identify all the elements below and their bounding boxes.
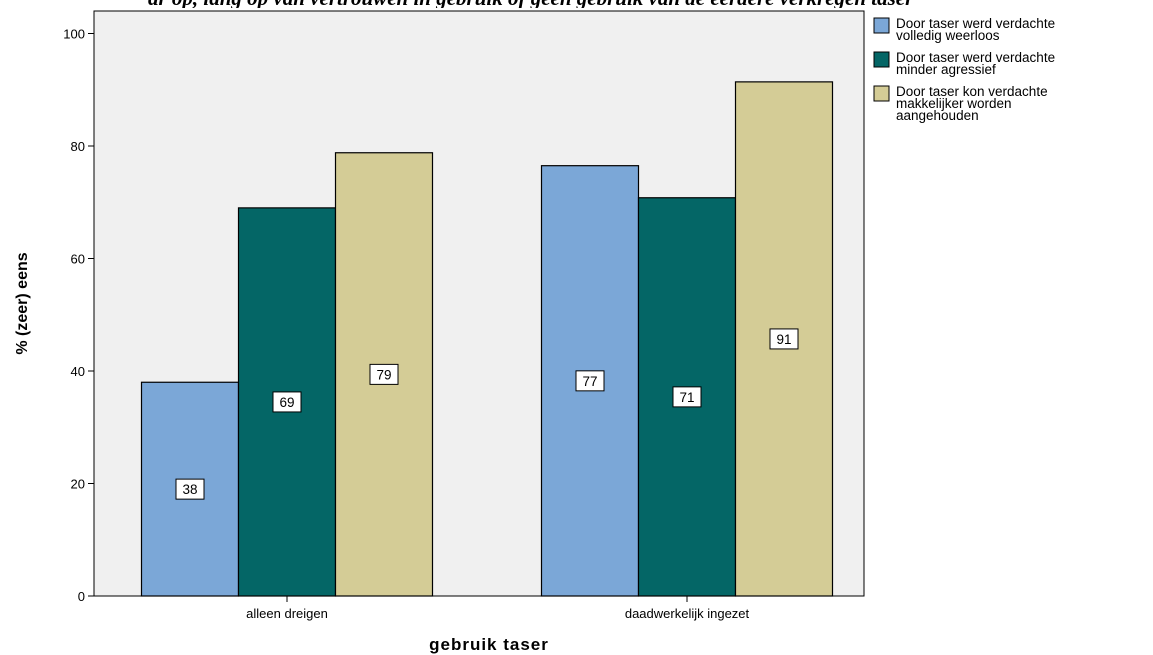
data-labels: 38 69 79 77 71 91 (175, 328, 799, 500)
svg-text:69: 69 (279, 395, 294, 410)
data-label: 77 (575, 370, 605, 392)
y-tick-label: 20 (71, 477, 85, 492)
x-tick-label: alleen dreigen (246, 606, 328, 621)
svg-text:91: 91 (776, 332, 791, 347)
legend-label: Door taser kon verdachte (896, 84, 1048, 99)
legend-swatch (873, 17, 890, 34)
legend-swatch (873, 51, 890, 68)
y-tick-label: 80 (71, 139, 85, 154)
x-tick-label: daadwerkelijk ingezet (625, 606, 750, 621)
y-axis-title: % (zeer) eens (14, 252, 31, 354)
svg-text:79: 79 (376, 367, 391, 382)
y-axis: 0 20 40 60 80 100 (63, 27, 94, 604)
data-label: 71 (672, 386, 702, 408)
x-axis-title: gebruik taser (429, 635, 549, 654)
svg-text:71: 71 (679, 390, 694, 405)
data-label: 91 (769, 328, 799, 350)
legend-label: aangehouden (896, 108, 979, 123)
y-tick-label: 60 (71, 252, 85, 267)
y-tick-label: 100 (63, 27, 85, 42)
data-label: 79 (369, 363, 399, 385)
legend-swatch (873, 85, 890, 102)
top-caption-cropped: ar op, lang op van vertrouwen in gebruik… (0, 0, 1153, 8)
legend-label: volledig weerloos (896, 28, 1000, 43)
legend-label: makkelijker worden (896, 96, 1012, 111)
legend-label: minder agressief (896, 62, 996, 77)
y-tick-label: 40 (71, 364, 85, 379)
legend-label: Door taser werd verdachte (896, 16, 1055, 31)
svg-text:38: 38 (182, 482, 197, 497)
data-label: 38 (175, 478, 205, 500)
x-axis: alleen dreigen daadwerkelijk ingezet (246, 596, 750, 621)
data-label: 69 (272, 391, 302, 413)
legend-label: Door taser werd verdachte (896, 50, 1055, 65)
caption-text: ar op, lang op van vertrouwen in gebruik… (148, 0, 913, 8)
y-tick-label: 0 (78, 589, 85, 604)
svg-text:77: 77 (582, 374, 597, 389)
